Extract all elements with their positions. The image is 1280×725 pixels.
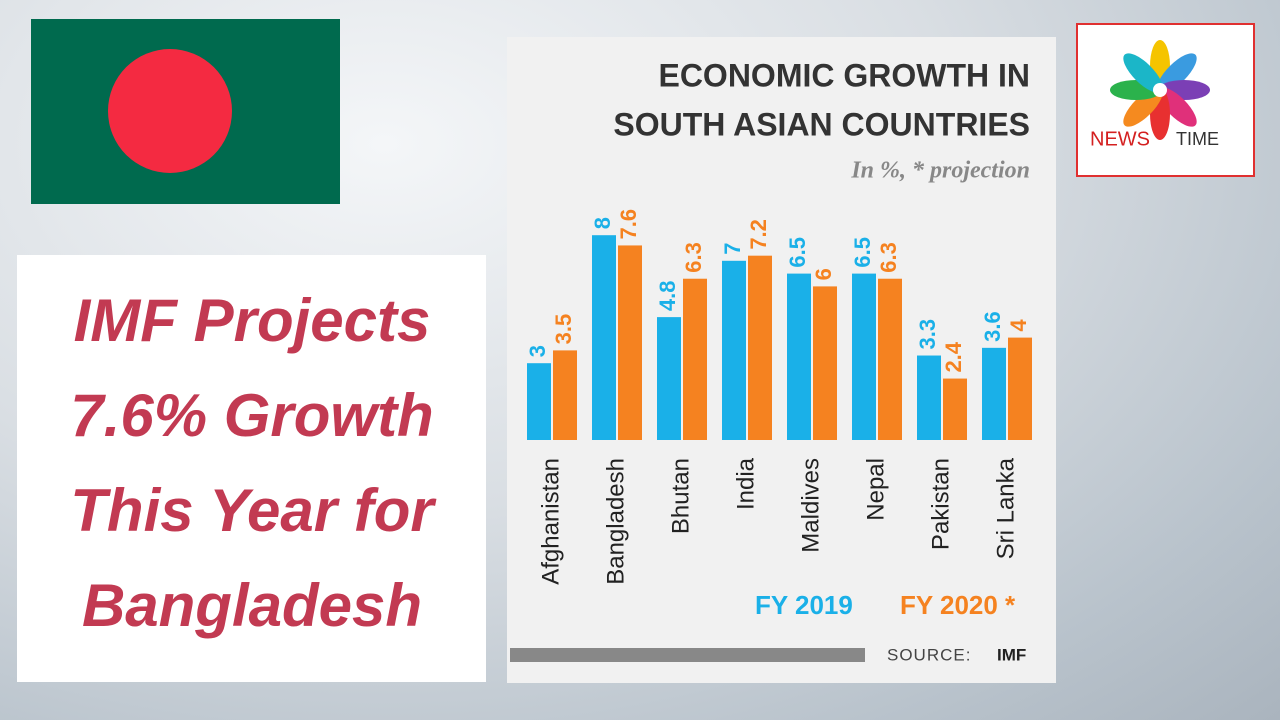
headline-line: Bangladesh [82, 572, 422, 639]
logo-word: NEWS [1090, 128, 1150, 150]
value-label: 3.6 [980, 311, 1005, 342]
value-label: 6.3 [681, 242, 706, 273]
value-label: 4.8 [655, 281, 680, 312]
bar [657, 317, 681, 440]
bar [878, 278, 902, 440]
x-tick-label: Bangladesh [602, 458, 629, 585]
value-label: 3.3 [915, 319, 940, 350]
x-tick-label: India [732, 457, 759, 510]
bar [553, 350, 577, 440]
bar [592, 235, 616, 440]
bar [618, 245, 642, 440]
value-label: 6.5 [785, 237, 810, 268]
source-name: IMF [997, 645, 1026, 664]
value-label: 6.3 [876, 242, 901, 273]
headline-line: 7.6% Growth [70, 382, 433, 449]
value-label: 6.5 [850, 237, 875, 268]
x-tick-label: Sri Lanka [992, 457, 1019, 559]
bar [787, 273, 811, 440]
value-label: 7.6 [616, 209, 641, 240]
bar [943, 378, 967, 440]
x-tick-label: Afghanistan [537, 458, 564, 585]
source-label: SOURCE: [887, 645, 971, 664]
chart-subtitle: In %, * projection [850, 158, 1030, 184]
value-label: 3.5 [551, 314, 576, 345]
legend-entry: FY 2020 * [900, 590, 1016, 620]
bar [1008, 337, 1032, 440]
source-rule [510, 648, 865, 662]
flag-disc [108, 49, 232, 173]
x-tick-label: Bhutan [667, 458, 694, 534]
bar [748, 255, 772, 440]
value-label: 7 [720, 243, 745, 255]
value-label: 6 [811, 268, 836, 280]
headline-line: This Year for [70, 477, 437, 544]
bar [722, 260, 746, 440]
chart-title: ECONOMIC GROWTH IN [658, 57, 1030, 93]
x-tick-label: Pakistan [927, 458, 954, 550]
chart-title: SOUTH ASIAN COUNTRIES [613, 106, 1030, 142]
bar [852, 273, 876, 440]
headline-line: IMF Projects [74, 287, 431, 354]
bar [982, 347, 1006, 440]
value-label: 8 [590, 217, 615, 229]
value-label: 7.2 [746, 219, 771, 250]
logo-word: TIME [1176, 129, 1219, 149]
value-label: 4 [1006, 319, 1031, 332]
value-label: 3 [525, 345, 550, 357]
bar [683, 278, 707, 440]
x-tick-label: Maldives [797, 458, 824, 553]
value-label: 2.4 [941, 341, 966, 372]
x-tick-label: Nepal [862, 458, 889, 521]
logo-flower [1110, 40, 1210, 140]
legend-entry: FY 2019 [755, 590, 853, 620]
bar [917, 355, 941, 440]
bar [527, 363, 551, 440]
bar [813, 286, 837, 440]
headline-box [17, 255, 486, 682]
